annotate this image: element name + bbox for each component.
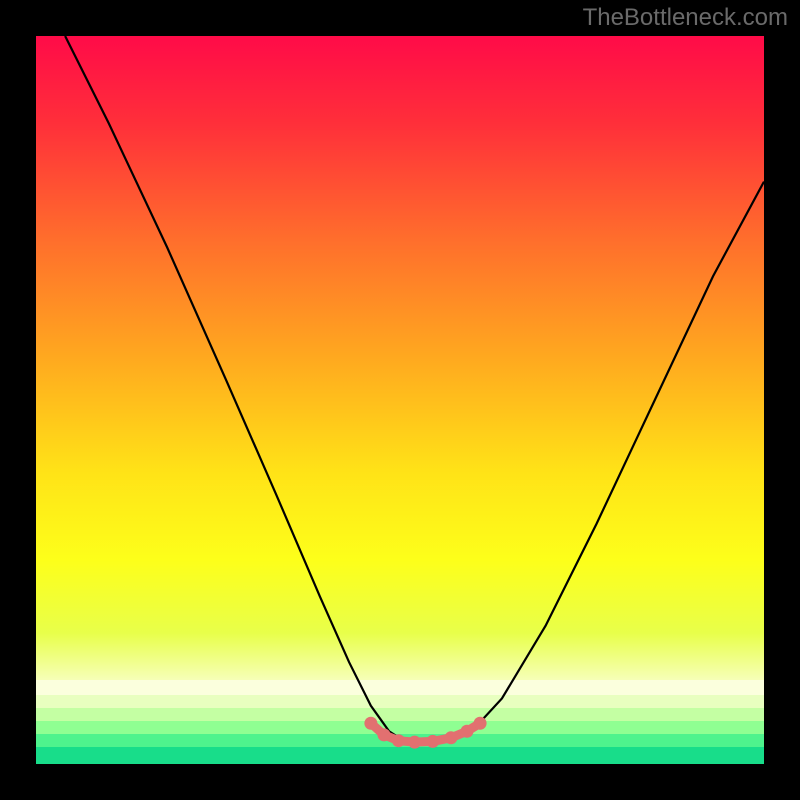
highlight-marker <box>426 735 439 748</box>
highlight-marker <box>392 734 405 747</box>
plot-area <box>36 36 764 764</box>
frame-right <box>764 0 800 800</box>
curve-svg <box>36 36 764 764</box>
frame-left <box>0 0 36 800</box>
highlight-marker <box>364 717 377 730</box>
highlight-marker <box>474 717 487 730</box>
highlight-marker <box>460 725 473 738</box>
highlight-marker <box>444 731 457 744</box>
chart-canvas: TheBottleneck.com <box>0 0 800 800</box>
bottleneck-curve <box>65 36 764 741</box>
watermark-text: TheBottleneck.com <box>583 4 788 32</box>
frame-bottom <box>0 764 800 800</box>
highlight-marker <box>377 728 390 741</box>
highlight-marker <box>408 736 421 749</box>
